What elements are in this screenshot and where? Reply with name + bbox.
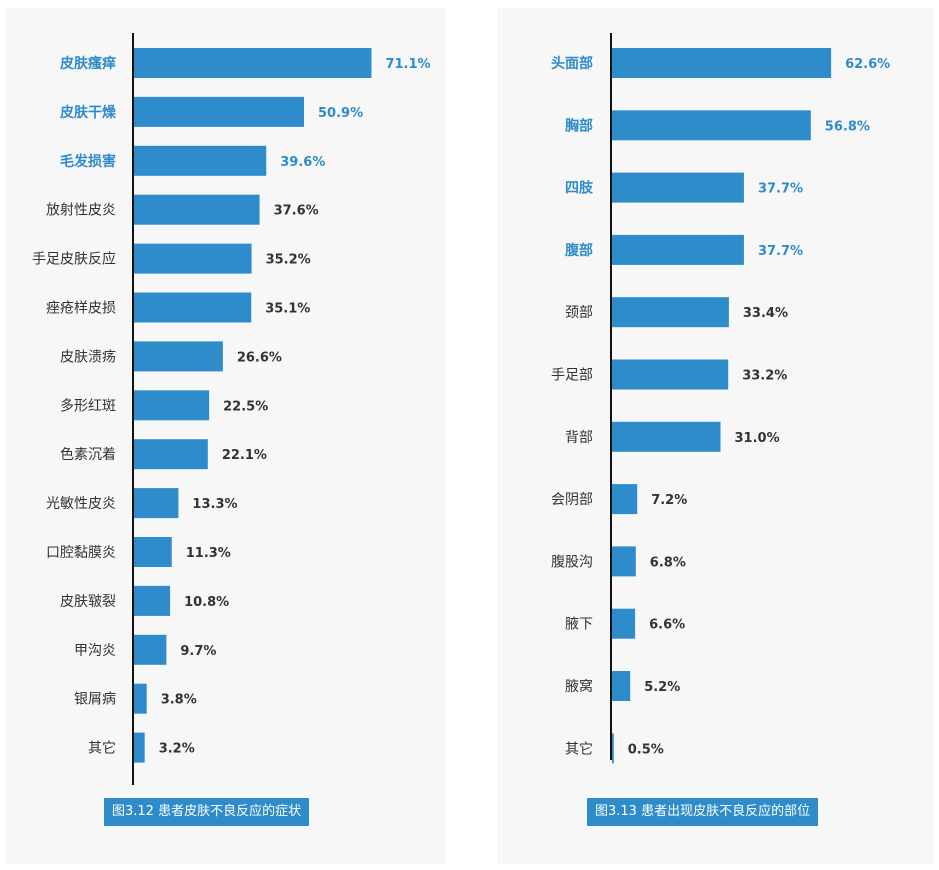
value-label-symptom-2: 39.6% (280, 155, 325, 170)
category-label-site-6: 背部 (565, 430, 593, 446)
bar-site-2 (612, 172, 744, 203)
category-label-site-2: 四肢 (565, 181, 594, 197)
bar-site-11 (612, 733, 614, 764)
value-label-symptom-4: 35.2% (266, 253, 311, 268)
category-label-symptom-6: 皮肤溃疡 (60, 349, 116, 365)
value-label-site-9: 6.6% (649, 618, 685, 633)
bar-site-1 (612, 110, 811, 141)
bar-symptom-13 (134, 683, 147, 714)
category-label-site-9: 腋下 (565, 617, 593, 633)
chart-caption-symptoms: 图3.12 患者皮肤不良反应的症状 (104, 798, 310, 826)
value-label-symptom-5: 35.1% (265, 302, 310, 317)
category-label-symptom-2: 毛发损害 (60, 153, 116, 170)
category-label-symptom-12: 甲沟炎 (74, 643, 116, 659)
value-label-symptom-8: 22.1% (222, 448, 267, 463)
category-label-site-11: 其它 (565, 740, 593, 757)
bar-symptom-9 (134, 488, 179, 519)
value-label-site-7: 7.2% (651, 493, 687, 508)
value-label-symptom-10: 11.3% (186, 546, 231, 561)
value-label-site-6: 31.0% (735, 431, 780, 446)
value-label-site-3: 37.7% (758, 244, 803, 259)
bar-symptom-11 (134, 585, 171, 616)
value-label-symptom-9: 13.3% (192, 497, 237, 512)
bar-site-8 (612, 546, 636, 577)
category-label-symptom-11: 皮肤皲裂 (60, 594, 116, 610)
category-label-site-0: 头面部 (551, 55, 593, 72)
bar-symptom-0 (134, 48, 372, 78)
value-label-symptom-0: 71.1% (385, 57, 430, 72)
value-label-symptom-1: 50.9% (318, 106, 363, 121)
bar-symptom-8 (134, 439, 208, 470)
chart-caption-body-sites: 图3.13 患者出现皮肤不良反应的部位 (587, 798, 819, 826)
category-label-site-8: 腹股沟 (551, 553, 593, 570)
value-label-site-4: 33.4% (743, 306, 788, 321)
bar-symptom-10 (134, 537, 172, 567)
bar-symptom-1 (134, 96, 305, 127)
category-label-symptom-14: 其它 (88, 740, 116, 757)
category-label-site-1: 胸部 (565, 117, 593, 134)
value-label-symptom-7: 22.5% (223, 399, 268, 414)
value-label-symptom-3: 37.6% (274, 204, 319, 219)
value-label-symptom-14: 3.2% (159, 742, 195, 757)
bar-symptom-6 (134, 341, 223, 372)
value-label-site-1: 56.8% (825, 119, 870, 134)
value-label-site-2: 37.7% (758, 182, 803, 197)
category-label-site-4: 颈部 (565, 305, 593, 321)
bar-symptom-12 (134, 634, 167, 665)
value-label-symptom-6: 26.6% (237, 350, 282, 365)
category-label-site-10: 腋窝 (565, 678, 593, 695)
value-label-site-8: 6.8% (650, 555, 686, 570)
bar-symptom-4 (134, 243, 252, 274)
value-label-symptom-12: 9.7% (180, 644, 216, 659)
bar-site-0 (612, 48, 832, 78)
bar-site-5 (612, 359, 729, 390)
bar-symptom-14 (134, 732, 145, 763)
category-label-symptom-3: 放射性皮炎 (46, 203, 116, 219)
category-label-site-5: 手足部 (551, 368, 593, 384)
category-label-symptom-13: 银屑病 (74, 692, 116, 708)
category-label-symptom-9: 光敏性皮炎 (46, 496, 116, 512)
bar-site-3 (612, 234, 744, 265)
category-label-symptom-7: 多形红斑 (60, 397, 116, 414)
bar-site-10 (612, 671, 631, 701)
value-label-site-11: 0.5% (628, 742, 664, 757)
value-label-site-10: 5.2% (644, 680, 680, 695)
bar-symptom-5 (134, 292, 252, 323)
value-label-symptom-13: 3.8% (161, 693, 197, 708)
bar-site-7 (612, 484, 638, 515)
category-label-site-3: 腹部 (565, 242, 593, 259)
bar-symptom-3 (134, 194, 260, 225)
value-label-site-0: 62.6% (845, 57, 890, 72)
category-label-symptom-10: 口腔黏膜炎 (46, 545, 116, 561)
value-label-site-5: 33.2% (742, 369, 787, 384)
bar-symptom-2 (134, 145, 267, 176)
category-label-symptom-4: 手足皮肤反应 (32, 251, 116, 268)
bar-site-4 (612, 297, 729, 328)
bar-site-6 (612, 421, 721, 452)
category-label-symptom-5: 痤疮样皮损 (46, 301, 116, 317)
category-label-symptom-1: 皮肤干燥 (59, 104, 117, 121)
bar-symptom-7 (134, 390, 210, 421)
category-label-site-7: 会阴部 (551, 492, 593, 508)
value-label-symptom-11: 10.8% (184, 595, 229, 610)
category-label-symptom-0: 皮肤瘙痒 (59, 55, 116, 72)
bar-site-9 (612, 608, 636, 639)
category-label-symptom-8: 色素沉着 (60, 446, 116, 463)
